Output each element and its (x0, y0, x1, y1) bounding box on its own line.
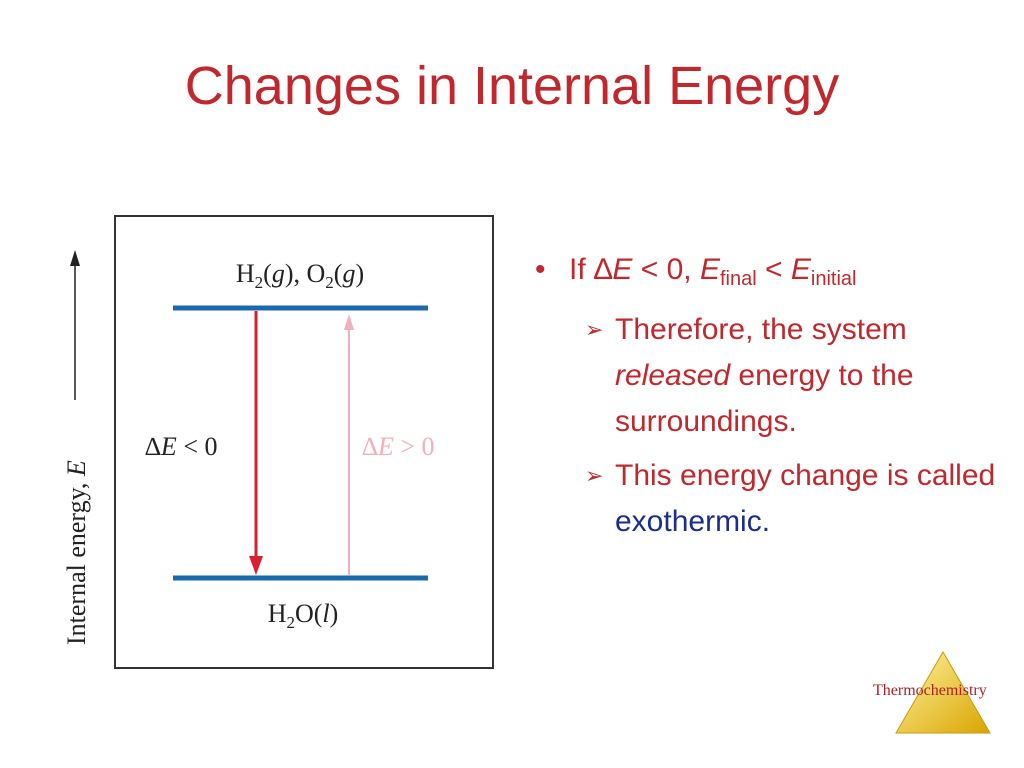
label-run: g (272, 259, 285, 288)
text-run: ∆ (594, 253, 613, 286)
text-run: This energy change is called (615, 459, 996, 492)
text-run: energy to the surroundings. (615, 359, 914, 438)
up-label: ∆E > 0 (362, 432, 434, 461)
label-run: ( (334, 259, 343, 288)
label-run: E (160, 432, 177, 461)
label-run: g (342, 259, 355, 288)
label-run: Internal energy, (62, 476, 91, 645)
text-run: E (699, 253, 720, 286)
label-run: H (268, 599, 287, 628)
text-run: Therefore, the system (615, 313, 907, 346)
axis-arrowhead (70, 250, 80, 266)
label-run: < 0 (177, 432, 218, 461)
label-run: ∆ (362, 432, 378, 461)
sub-bullet: This energy change is called exothermic. (585, 453, 1015, 545)
up-arrowhead (344, 314, 354, 330)
label-run: E (62, 460, 91, 477)
label-run: ) (330, 599, 339, 628)
text-run: final (719, 268, 757, 290)
text-run: E (612, 253, 633, 286)
label-run: ) (355, 259, 364, 288)
logo-triangle (895, 651, 991, 734)
footer-label: Thermochemistry (873, 682, 987, 699)
label-run: 2 (325, 273, 334, 292)
label-run: ( (263, 259, 272, 288)
label-run: l (322, 599, 329, 628)
text-run: exothermic. (615, 505, 771, 538)
text-run: < 0, (632, 253, 700, 286)
label-run: O( (295, 599, 322, 628)
label-run: H (236, 259, 255, 288)
label-run: ), O (285, 259, 325, 288)
label-run: E (377, 432, 394, 461)
label-run: 2 (255, 273, 264, 292)
down-label: ∆E < 0 (145, 432, 217, 461)
down-arrowhead (249, 556, 263, 575)
axis-label: Internal energy, E (62, 460, 91, 645)
top-state: H2(g), O2(g) (236, 259, 364, 292)
bullet-list: If ∆E < 0, Efinal < Einitial Therefore, … (535, 250, 1015, 545)
diagram-frame (114, 215, 494, 669)
bullet: If ∆E < 0, Efinal < Einitial (535, 250, 1015, 299)
label-run: 2 (286, 613, 295, 632)
text-run: If (569, 253, 595, 286)
text-run: < (756, 253, 791, 286)
sub-bullet: Therefore, the system released energy to… (585, 307, 1015, 445)
text-run: E (790, 253, 811, 286)
label-run: > 0 (394, 432, 435, 461)
text-run: initial (810, 268, 857, 290)
bottom-state: H2O(l) (268, 599, 339, 632)
slide-title: Changes in Internal Energy (184, 56, 840, 116)
text-run: released (615, 359, 731, 392)
label-run: ∆ (145, 432, 161, 461)
